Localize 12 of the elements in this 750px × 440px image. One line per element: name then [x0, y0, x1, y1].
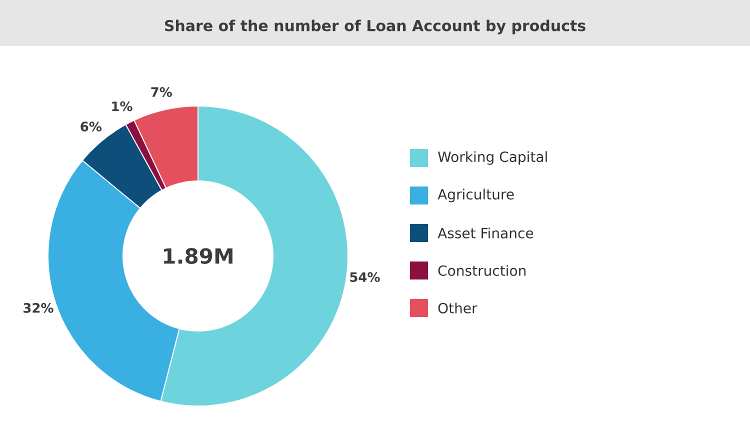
legend-label: Other — [438, 302, 478, 314]
data-label: 54% — [350, 272, 380, 282]
data-label: 32% — [24, 303, 54, 313]
text: 1.89M — [164, 248, 232, 264]
legend-label: Agriculture — [438, 188, 514, 202]
data-label: 6% — [80, 122, 102, 132]
legend-label: Construction — [438, 265, 526, 276]
legend-label: Asset Finance — [438, 228, 534, 238]
data-label: 1% — [112, 101, 132, 112]
data-label: 7% — [151, 87, 172, 97]
chart-title: Share of the number of Loan Account by products — [164, 20, 586, 34]
legend-label: Working Capital — [438, 151, 547, 165]
